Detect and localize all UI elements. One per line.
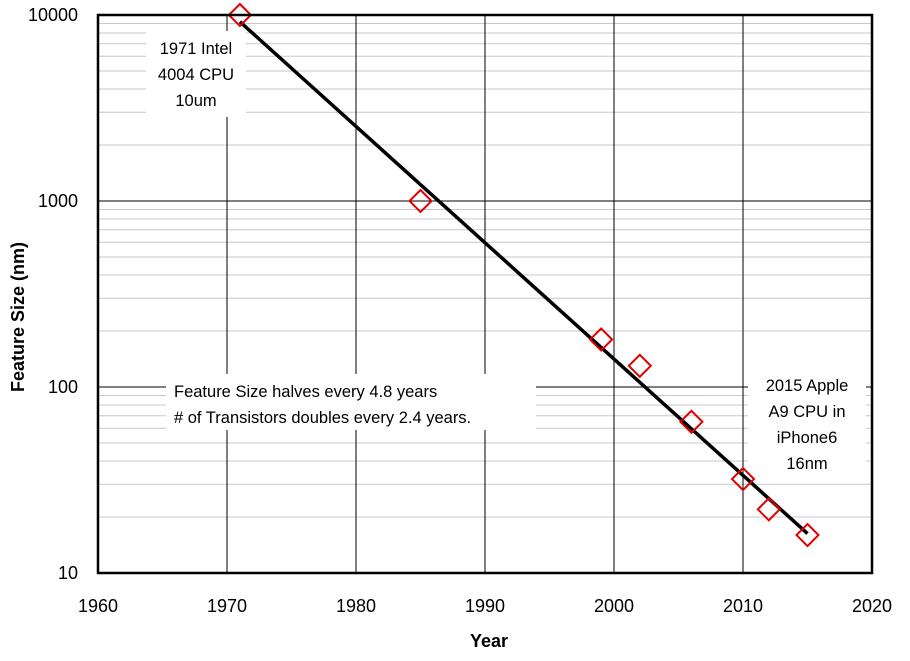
x-tick-label: 1970	[207, 596, 247, 616]
x-axis-tick-labels: 1960 1970 1980 1990 2000 2010 2020	[78, 596, 892, 616]
data-point-marker	[730, 466, 756, 492]
data-point-marker	[227, 2, 253, 28]
annotation-apple-line-3: iPhone6	[777, 429, 838, 447]
y-tick-label: 100	[48, 377, 78, 397]
data-point-marker	[627, 353, 653, 379]
plot-area-border	[96, 13, 874, 575]
annotation-intel-line-1: 1971 Intel	[160, 40, 232, 58]
annotation-intel-4004: 1971 Intel 4004 CPU 10um	[146, 31, 246, 117]
data-point-marker	[678, 409, 704, 435]
annotation-apple-line-1: 2015 Apple	[766, 377, 849, 395]
x-tick-label: 1960	[78, 596, 118, 616]
annotation-halving-rate: Feature Size halves every 4.8 years # of…	[166, 374, 536, 430]
x-tick-label: 1980	[336, 596, 376, 616]
data-points	[227, 2, 820, 548]
y-axis-title: Feature Size (nm)	[8, 242, 28, 392]
annotation-intel-line-3: 10um	[175, 92, 216, 110]
x-tick-label: 2010	[723, 596, 763, 616]
data-point-marker	[588, 327, 614, 352]
annotation-apple-line-4: 16nm	[786, 455, 827, 473]
x-tick-label: 2000	[594, 596, 634, 616]
trendline	[238, 20, 809, 535]
y-tick-label: 1000	[38, 191, 78, 211]
y-axis-tick-labels: 10 100 1000 10000	[28, 5, 78, 583]
data-point-marker	[756, 496, 782, 522]
x-tick-label: 1990	[465, 596, 505, 616]
annotation-rate-line-2: # of Transistors doubles every 2.4 years…	[174, 409, 471, 427]
annotation-apple-a9: 2015 Apple A9 CPU in iPhone6 16nm	[748, 372, 866, 478]
annotation-apple-line-2: A9 CPU in	[768, 403, 845, 421]
x-axis-title: Year	[470, 631, 508, 651]
y-tick-label: 10	[58, 563, 78, 583]
annotation-intel-line-2: 4004 CPU	[158, 66, 234, 84]
data-point-marker	[408, 188, 433, 214]
x-tick-label: 2020	[852, 596, 892, 616]
y-tick-label: 10000	[28, 5, 78, 25]
annotation-rate-line-1: Feature Size halves every 4.8 years	[174, 383, 437, 401]
data-point-marker	[795, 522, 820, 548]
